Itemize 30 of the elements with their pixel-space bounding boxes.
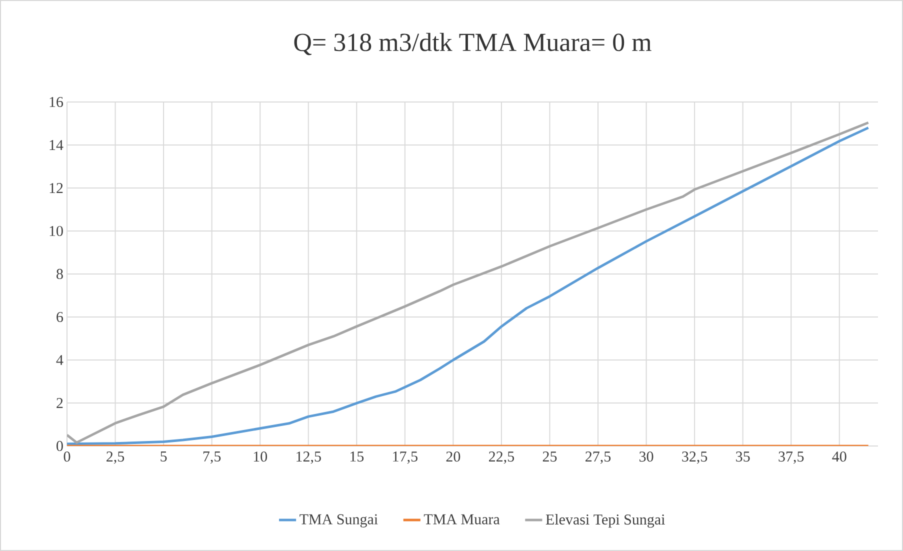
x-tick-label: 35 <box>736 452 750 462</box>
chart-title: Q= 318 m3/dtk TMA Muara= 0 m <box>294 32 652 56</box>
y-tick-label: 4 <box>56 355 64 365</box>
x-tick-label: 17,5 <box>393 452 418 464</box>
x-tick-label: 7,5 <box>203 452 221 464</box>
y-tick-label: 2 <box>56 398 63 408</box>
y-tick-label: 12 <box>50 183 63 193</box>
x-tick-label: 2,5 <box>106 452 124 464</box>
x-tick-label: 40 <box>832 452 846 462</box>
x-tick-label: 15 <box>350 452 364 462</box>
legend-label: Elevasi Tepi Sungai <box>546 514 665 528</box>
y-tick-label: 10 <box>50 226 63 236</box>
x-tick-label: 27,5 <box>586 452 611 464</box>
legend-label: TMA Sungai <box>300 514 378 528</box>
y-tick-label: 8 <box>56 268 63 280</box>
x-tick-label: 22,5 <box>488 452 514 464</box>
y-tick-label: 6 <box>56 312 64 322</box>
y-tick-label: 14 <box>50 140 64 150</box>
x-tick-label: 5 <box>160 452 167 462</box>
y-tick-label: 0 <box>56 440 63 452</box>
x-tick-label: 20 <box>446 452 460 462</box>
x-tick-label: 30 <box>640 452 654 462</box>
legend-label: TMA Muara <box>424 514 500 524</box>
x-tick-label: 0 <box>64 452 70 462</box>
y-tick-label: 16 <box>50 96 64 108</box>
x-tick-label: 32,5 <box>682 452 708 464</box>
x-tick-label: 12,5 <box>296 452 321 464</box>
x-tick-label: 10 <box>254 452 268 462</box>
x-tick-label: 37,5 <box>778 452 804 464</box>
x-tick-label: 25 <box>542 452 557 462</box>
